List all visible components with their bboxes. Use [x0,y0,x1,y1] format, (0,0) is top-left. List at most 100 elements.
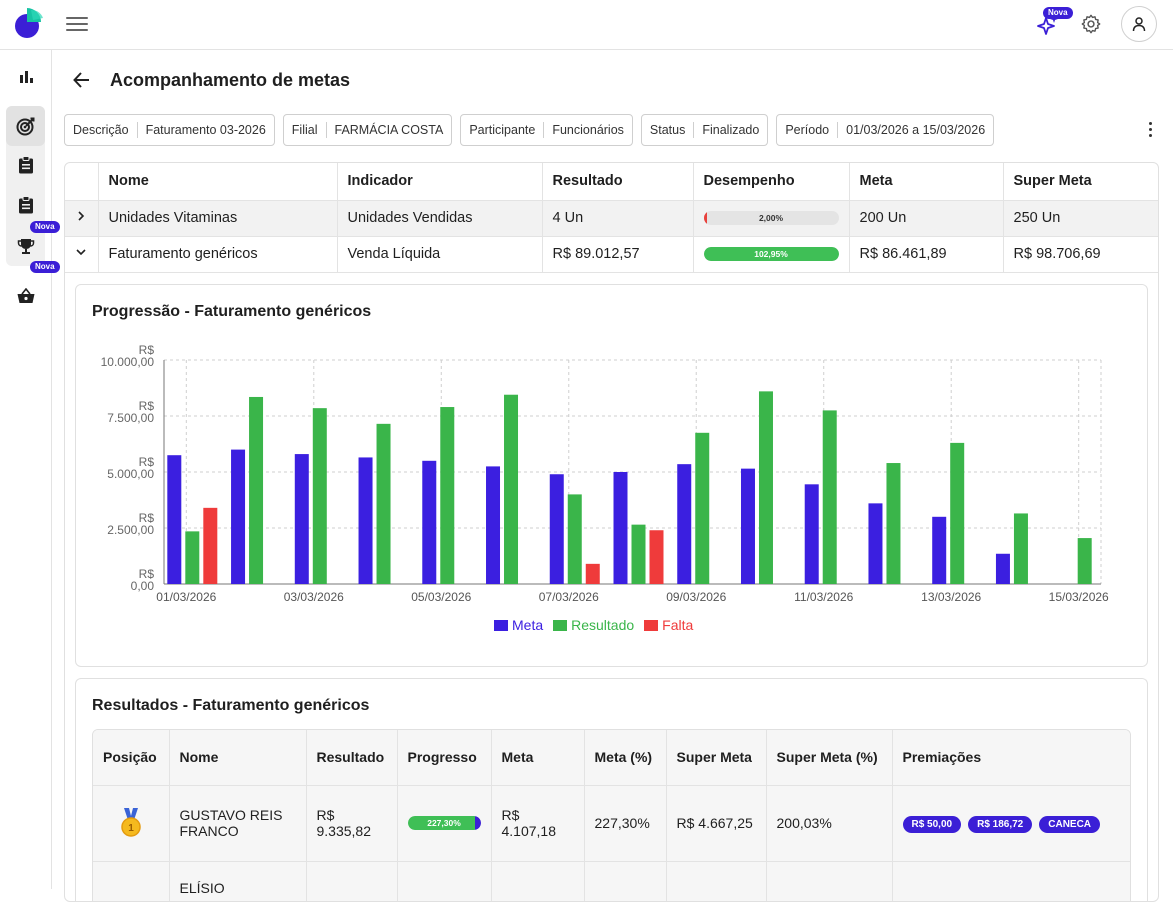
x-tick-label: 05/03/2026 [411,590,471,604]
chart-bar-resultado [185,531,200,584]
cell-nome: Unidades Vitaminas [98,200,338,237]
expand-toggle[interactable] [65,200,99,237]
results-table: Posição Nome Resultado Progresso Meta Me… [93,730,1130,901]
sidebar-item-basket[interactable] [15,285,37,307]
column-header: Progresso [397,730,492,786]
cell-posicao: 1 [93,785,170,862]
filter-chip-participante[interactable]: Participante Funcionários [460,114,633,146]
cell-resultado [306,861,398,901]
y-tick-label: 2.500,00 [107,523,154,537]
progression-title: Progressão - Faturamento genéricos [92,303,372,320]
column-header: Resultado [542,163,694,201]
chart-bar-resultado [312,408,327,584]
cell-meta-pct [584,861,667,901]
chart-bar-meta [231,449,246,584]
chevron-right-icon [78,211,85,221]
chart-bar-meta [995,553,1010,584]
cell-indicador: Venda Líquida [337,236,543,273]
table-row[interactable]: ELÍSIO [93,861,1130,901]
nova-badge: Nova [30,221,60,233]
nova-badge: Nova [1043,7,1073,19]
cell-super-meta: R$ 4.667,25 [666,785,767,862]
gear-icon[interactable] [1080,13,1102,35]
chart-bar-resultado [440,407,455,584]
filter-key: Período [777,122,839,138]
chart-bar-meta [740,468,755,584]
x-tick-label: 01/03/2026 [156,590,216,604]
y-tick-prefix: R$ [139,343,155,357]
cell-progresso: 227,30% [397,785,492,862]
cell-super-meta-pct [766,861,893,901]
cell-super-meta: R$ 98.706,69 [1003,236,1158,273]
cell-resultado: R$ 9.335,82 [306,785,398,862]
legend-label: Meta [512,617,544,633]
legend-item-resultado[interactable]: Resultado [553,617,634,633]
legend-item-meta[interactable]: Meta [494,617,543,633]
cell-nome: GUSTAVO REIS FRANCO [169,785,307,862]
cell-progresso [397,861,492,901]
x-tick-label: 09/03/2026 [666,590,726,604]
chart-bar-resultado [950,442,965,584]
legend-swatch [494,619,508,631]
column-header: Meta [491,730,585,786]
progression-panel: Progressão - Faturamento genéricos R$ 10.… [75,284,1148,667]
legend-swatch [553,619,568,631]
user-account-button[interactable] [1121,6,1157,42]
sparkle-icon[interactable] [1035,12,1061,38]
filter-chip-status[interactable]: Status Finalizado [640,114,769,146]
more-options-icon[interactable] [1147,122,1155,140]
progress-label: 227,30% [427,818,461,828]
column-header: Resultado [306,730,398,786]
cell-meta: 200 Un [849,200,1004,237]
indicators-card: Nome Indicador Resultado Desempenho Meta… [64,162,1159,902]
filter-chip-periodo[interactable]: Período 01/03/2026 a 15/03/2026 [776,114,995,146]
clipboard-list-icon [19,196,33,214]
chart-bar-falta [585,563,600,584]
y-tick-prefix: R$ [139,399,155,413]
sidebar-item-clipboard-2[interactable] [15,194,37,216]
cell-indicador: Unidades Vendidas [337,200,543,237]
filter-chip-filial[interactable]: Filial FARMÁCIA COSTA [282,114,453,146]
menu-icon[interactable] [66,14,88,34]
chart-legend: Meta Resultado Falta [494,617,693,633]
chart-bar-resultado [822,410,837,584]
cell-resultado: 4 Un [542,200,694,237]
app-logo[interactable] [11,4,47,40]
prize-badge: CANECA [1039,815,1101,833]
sidebar-item-trophy[interactable] [15,235,37,257]
x-tick-label: 03/03/2026 [284,590,344,604]
expand-toggle[interactable] [65,236,99,273]
cell-desempenho: 102,95% [693,236,850,273]
sidebar-item-dashboard[interactable] [15,66,37,88]
nova-badge: Nova [30,261,60,273]
chart-bar-meta [486,466,501,584]
legend-item-falta[interactable]: Falta [644,617,693,633]
table-row[interactable]: Unidades Vitaminas Unidades Vendidas 4 U… [65,200,1158,237]
cell-desempenho: 2,00% [693,200,850,237]
column-header: Desempenho [693,163,850,201]
cell-super-meta [666,861,767,901]
filter-chip-descricao[interactable]: Descrição Faturamento 03-2026 [64,114,275,146]
top-bar: Nova [0,0,1173,50]
gold-medal-icon: 1 [121,808,141,837]
filter-bar: Descrição Faturamento 03-2026 Filial FARMÁ… [64,114,995,146]
filter-value: Funcionários [552,123,624,137]
back-arrow-icon[interactable] [72,70,92,90]
cell-super-meta-pct: 200,03% [766,785,893,862]
cell-meta [491,861,585,901]
filter-value: Finalizado [702,123,760,137]
chart-bar-meta [422,460,437,584]
x-tick-label: 13/03/2026 [921,590,981,604]
x-tick-label: 11/03/2026 [794,590,853,604]
sidebar-item-metas[interactable] [15,115,37,137]
filter-value: FARMÁCIA COSTA [334,123,444,137]
chart-bar-meta [167,455,182,584]
results-panel: Resultados - Faturamento genéricos Posiç… [75,678,1148,901]
sidebar-item-clipboard-1[interactable] [15,154,37,176]
table-row[interactable]: 1 GUSTAVO REIS FRANCO R$ 9.335,82 227,30… [93,785,1130,862]
chart-bar-meta [613,472,628,584]
chart-bar-resultado [376,423,391,584]
table-row[interactable]: Faturamento genéricos Venda Líquida R$ 8… [65,236,1158,273]
progress-fill [703,247,839,261]
column-header: Nome [98,163,338,201]
